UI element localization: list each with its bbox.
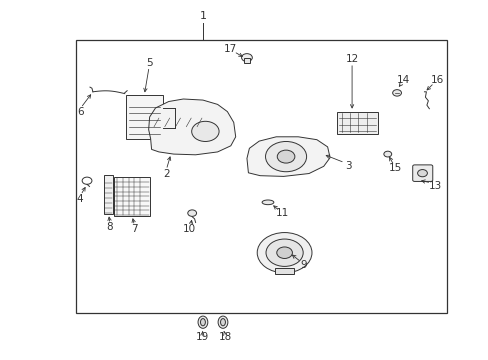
Text: 4: 4 bbox=[76, 194, 83, 204]
Polygon shape bbox=[148, 99, 235, 155]
Ellipse shape bbox=[220, 319, 225, 326]
Text: 16: 16 bbox=[430, 75, 444, 85]
Text: 7: 7 bbox=[131, 224, 138, 234]
Bar bbox=[126, 95, 163, 139]
Text: 5: 5 bbox=[145, 58, 152, 68]
Circle shape bbox=[191, 121, 219, 141]
Circle shape bbox=[417, 170, 427, 177]
Bar bbox=[103, 175, 113, 214]
Circle shape bbox=[187, 210, 196, 216]
Text: 12: 12 bbox=[345, 54, 358, 64]
Bar bbox=[114, 177, 149, 216]
Text: 2: 2 bbox=[163, 168, 169, 179]
Ellipse shape bbox=[198, 316, 207, 328]
Bar bbox=[243, 58, 250, 63]
Text: 19: 19 bbox=[195, 332, 209, 342]
Ellipse shape bbox=[262, 200, 273, 204]
Bar bbox=[337, 112, 377, 134]
Circle shape bbox=[265, 239, 303, 266]
Circle shape bbox=[276, 247, 292, 258]
Text: 1: 1 bbox=[199, 11, 206, 21]
Bar bbox=[76, 40, 447, 313]
Bar bbox=[274, 268, 294, 274]
Ellipse shape bbox=[218, 316, 227, 328]
Ellipse shape bbox=[200, 319, 205, 326]
Circle shape bbox=[257, 233, 311, 273]
Text: 3: 3 bbox=[344, 161, 351, 171]
Circle shape bbox=[265, 141, 306, 172]
Text: 14: 14 bbox=[396, 75, 410, 85]
Text: 18: 18 bbox=[218, 332, 231, 342]
Text: 11: 11 bbox=[275, 208, 289, 219]
Text: 10: 10 bbox=[183, 224, 196, 234]
Text: 13: 13 bbox=[427, 181, 441, 191]
Text: 15: 15 bbox=[387, 163, 401, 174]
Text: 8: 8 bbox=[106, 222, 113, 232]
Text: 9: 9 bbox=[300, 260, 307, 270]
Circle shape bbox=[241, 54, 252, 62]
Circle shape bbox=[277, 150, 294, 163]
Text: 17: 17 bbox=[224, 44, 237, 54]
Circle shape bbox=[383, 151, 391, 157]
FancyBboxPatch shape bbox=[412, 165, 432, 181]
Circle shape bbox=[392, 90, 401, 96]
Polygon shape bbox=[246, 137, 329, 176]
Text: 6: 6 bbox=[77, 107, 84, 117]
